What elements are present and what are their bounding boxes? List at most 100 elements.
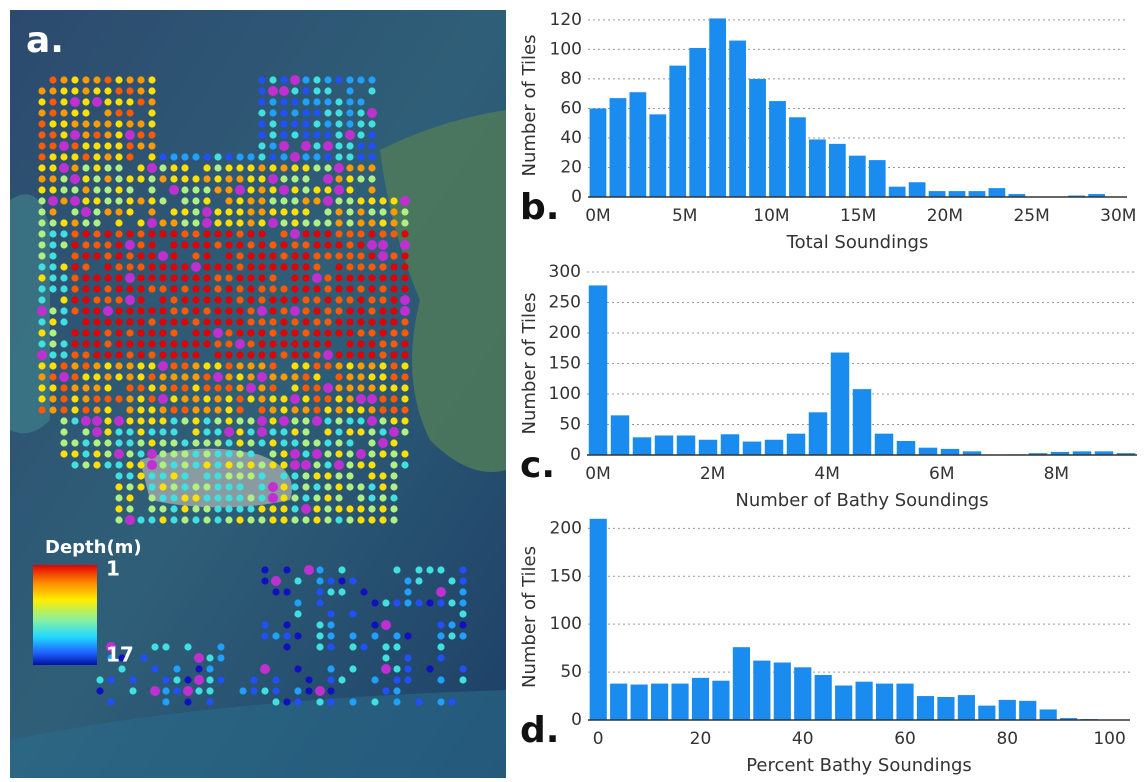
map-dot [346,505,353,512]
map-dot [291,384,298,391]
map-dot [247,439,254,446]
map-dot [258,219,265,226]
map-dot [368,164,375,171]
map-dot [236,219,243,226]
map-dot [258,395,265,402]
bar [875,434,893,455]
map-dot [104,263,111,270]
map-dot [93,208,100,215]
map-dot [379,263,386,270]
map-dot [313,516,320,523]
map-dot [302,175,309,182]
map-dot [368,439,375,446]
map-dot [126,230,133,237]
map-dot [192,516,199,523]
map-dot [258,461,265,468]
map-dot [93,450,100,457]
map-dot [203,307,210,314]
map-dot [269,362,276,369]
map-dot [137,87,144,94]
map-dot [203,494,210,501]
map-dot [269,373,276,380]
map-dot [126,87,133,94]
map-dot [269,131,276,138]
map-dot [159,340,166,347]
map-dot [82,406,89,413]
panel-label: d. [520,710,559,751]
map-dot [335,263,342,270]
map-dot [390,263,397,270]
map-dot [214,340,221,347]
map-dot [346,285,353,292]
bar [978,706,995,720]
map-dot [357,175,364,182]
map-dot [268,218,278,228]
map-dot [401,219,408,226]
x-tick-label: 30M [1100,206,1136,226]
map-dot [368,483,375,490]
map-dot [104,450,111,457]
map-dot [334,185,344,195]
map-dot [346,340,353,347]
map-dot [335,131,342,138]
map-dot [115,142,122,149]
map-dot [225,241,232,248]
map-dot [82,296,89,303]
map-dot [327,632,334,639]
map-dot [104,428,111,435]
map-dot [214,263,221,270]
map-dot [367,394,377,404]
map-dot [247,318,254,325]
map-dot [390,450,397,457]
map-dot [346,120,353,127]
map-dot [290,460,300,470]
map-dot [93,395,100,402]
map-dot [225,219,232,226]
map-dot [291,329,298,336]
map-dot [368,472,375,479]
map-dot [104,241,111,248]
map-dot [379,428,386,435]
map-dot [335,252,342,259]
map-dot [357,428,364,435]
map-dot [313,505,320,512]
map-dot [126,362,133,369]
map-dot [302,131,309,138]
map-dot [137,428,144,435]
map-dot [192,208,199,215]
map-dot [379,208,386,215]
y-axis-label: Number of Tiles [519,293,540,435]
map-dot [104,98,111,105]
map-dot [148,197,155,204]
map-dot [125,515,135,525]
map-dot [371,676,378,683]
map-dot [290,394,300,404]
map-dot [225,274,232,281]
map-dot [192,296,199,303]
map-dot [302,76,309,83]
bar [590,108,607,197]
map-dot [368,384,375,391]
map-dot [137,439,144,446]
map-dot [214,153,221,160]
map-dot [214,494,221,501]
map-dot [159,296,166,303]
map-dot [82,351,89,358]
bar [949,191,966,197]
map-dot [269,296,276,303]
map-dot [291,274,298,281]
map-dot [192,307,199,314]
map-dot [60,274,67,281]
map-dot [247,428,254,435]
map-dot [49,230,56,237]
map-dot [280,131,287,138]
map-dot [148,329,155,336]
map-dot [401,373,408,380]
map-dot [236,208,243,215]
map-dot [313,406,320,413]
map-dot [291,428,298,435]
map-dot [170,373,177,380]
bar [692,678,709,720]
map-dot [203,230,210,237]
bar [709,18,726,197]
